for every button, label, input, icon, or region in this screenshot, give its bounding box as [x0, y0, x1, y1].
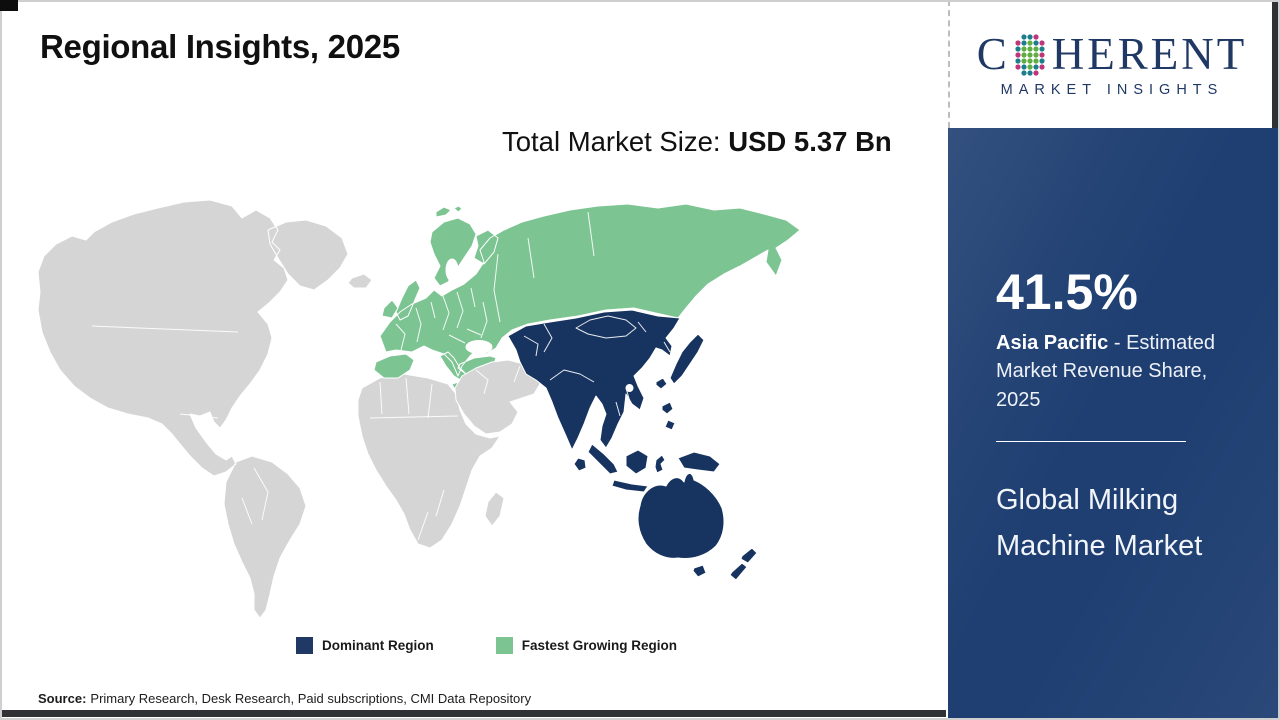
page-title: Regional Insights, 2025: [40, 28, 400, 65]
legend-swatch-fastest-growing: [495, 637, 513, 654]
market-share-description: Asia Pacific - Estimated Market Revenue …: [996, 329, 1246, 415]
legend-swatch-dominant: [296, 637, 313, 654]
world-map: [37, 199, 801, 619]
legend-item-dominant: Dominant Region: [296, 637, 434, 654]
source-text: Primary Research, Desk Research, Paid su…: [90, 691, 532, 706]
market-name: Global Milking Machine Market: [996, 484, 1203, 563]
total-market-size: Total Market Size: USD 5.37 Bn: [502, 122, 900, 162]
map-country-borders: [91, 211, 671, 541]
map-legend: Dominant Region Fastest Growing Region: [296, 637, 677, 654]
legend-label-dominant: Dominant Region: [322, 638, 434, 653]
source-line: Source: Primary Research, Desk Research, …: [38, 691, 531, 706]
logo-letter-c: C: [976, 28, 1007, 79]
legend-label-fastest-growing: Fastest Growing Region: [521, 638, 678, 653]
coherent-globe-icon: [1015, 34, 1045, 76]
map-region-rest-of-world: [37, 199, 505, 619]
coherent-logo: C HERENT: [977, 30, 1248, 78]
market-share-region: Asia Pacific: [996, 331, 1109, 354]
market-share-value: 41.5%: [996, 264, 1138, 320]
logo-wordmark: HERENT: [1051, 28, 1248, 79]
corner-mark: [0, 0, 18, 11]
market-size-label: Total Market Size:: [502, 126, 729, 157]
source-label: Source:: [38, 691, 87, 706]
logo-tagline: MARKET INSIGHTS: [1000, 82, 1224, 98]
legend-item-fastest-growing: Fastest Growing Region: [495, 637, 678, 654]
right-shadow-strip: [1272, 0, 1280, 128]
market-size-value: USD 5.37 Bn: [728, 126, 892, 157]
bottom-shadow-strip: [2, 710, 946, 717]
map-region-middle-east: [454, 359, 541, 435]
logo-panel: C HERENT MARKET INSIGHTS: [948, 0, 1274, 128]
market-share-rest: - Estimated Market Revenue Share, 2025: [996, 331, 1215, 411]
stats-sidebar: 41.5% Asia Pacific - Estimated Market Re…: [948, 128, 1280, 720]
map-region-asia-pacific: [507, 309, 758, 581]
sidebar-divider: [996, 441, 1186, 443]
